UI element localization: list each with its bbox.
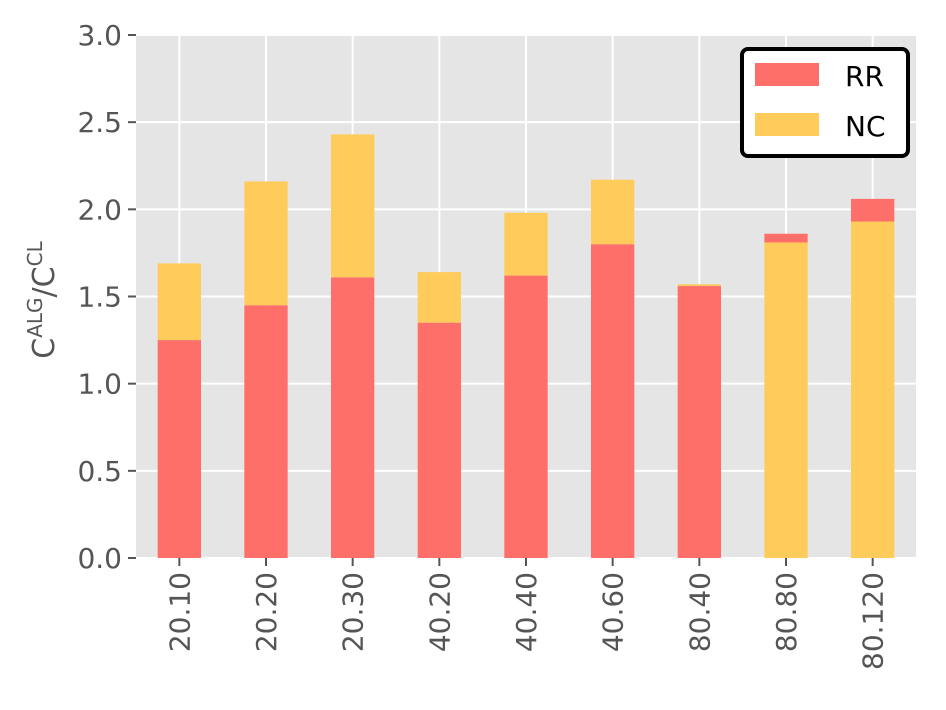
- y-label-main: C: [27, 338, 62, 359]
- bar-rr-80.80: [764, 233, 808, 243]
- legend: RR NC: [740, 47, 910, 158]
- bar-nc-80.80: [764, 242, 808, 558]
- bar-rr-80.120: [851, 198, 895, 222]
- bar-rr-40.40: [504, 275, 548, 558]
- y-tick-label: 0.5: [77, 455, 122, 488]
- y-tick-label: 1.0: [77, 368, 122, 401]
- bar-nc-40.20: [417, 272, 461, 323]
- x-tick-label: 20.10: [163, 572, 196, 652]
- y-tick-label: 1.5: [77, 281, 122, 314]
- x-axis: 20.10 20.20 20.30 40.20 40.40 40.60 80.40 80.80…: [163, 558, 890, 670]
- y-tick-label: 3.0: [77, 19, 122, 52]
- y-tick-label: 2.0: [77, 193, 122, 226]
- y-label-sup1: ALG: [23, 297, 47, 337]
- bar-rr-20.20: [244, 305, 288, 558]
- x-tick-label: 40.20: [423, 572, 456, 652]
- y-axis-label: CALG/CCL: [23, 240, 62, 358]
- y-label-sep: /C: [27, 266, 62, 297]
- legend-swatch-rr: [755, 63, 819, 86]
- bar-rr-80.40: [677, 286, 721, 558]
- bars: [157, 134, 895, 558]
- bar-nc-20.20: [244, 181, 288, 306]
- bar-nc-80.120: [851, 221, 895, 558]
- bar-rr-40.60: [591, 244, 635, 558]
- y-tick-label: 2.5: [77, 106, 122, 139]
- x-tick-label: 80.40: [683, 572, 716, 652]
- bar-nc-80.40: [677, 284, 721, 287]
- bar-nc-40.40: [504, 212, 548, 276]
- y-axis: 0.0 0.5 1.0 1.5 2.0 2.5 3.0: [77, 19, 136, 575]
- legend-swatch-nc: [755, 113, 819, 136]
- x-tick-label: 20.20: [250, 572, 283, 652]
- legend-label-nc: NC: [845, 110, 886, 143]
- bar-nc-20.10: [157, 263, 201, 341]
- x-tick-label: 40.40: [510, 572, 543, 652]
- bar-nc-40.60: [591, 179, 635, 245]
- y-tick-label: 0.0: [77, 542, 122, 575]
- bar-rr-20.10: [157, 340, 201, 558]
- x-tick-label: 40.60: [597, 572, 630, 652]
- x-tick-label: 80.120: [857, 572, 890, 670]
- y-label-sup2: CL: [23, 240, 47, 266]
- legend-label-rr: RR: [845, 60, 884, 93]
- bar-rr-40.20: [417, 322, 461, 558]
- x-tick-label: 80.80: [770, 572, 803, 652]
- x-tick-label: 20.30: [337, 572, 370, 652]
- bar-rr-20.30: [331, 277, 375, 558]
- bar-nc-20.30: [331, 134, 375, 278]
